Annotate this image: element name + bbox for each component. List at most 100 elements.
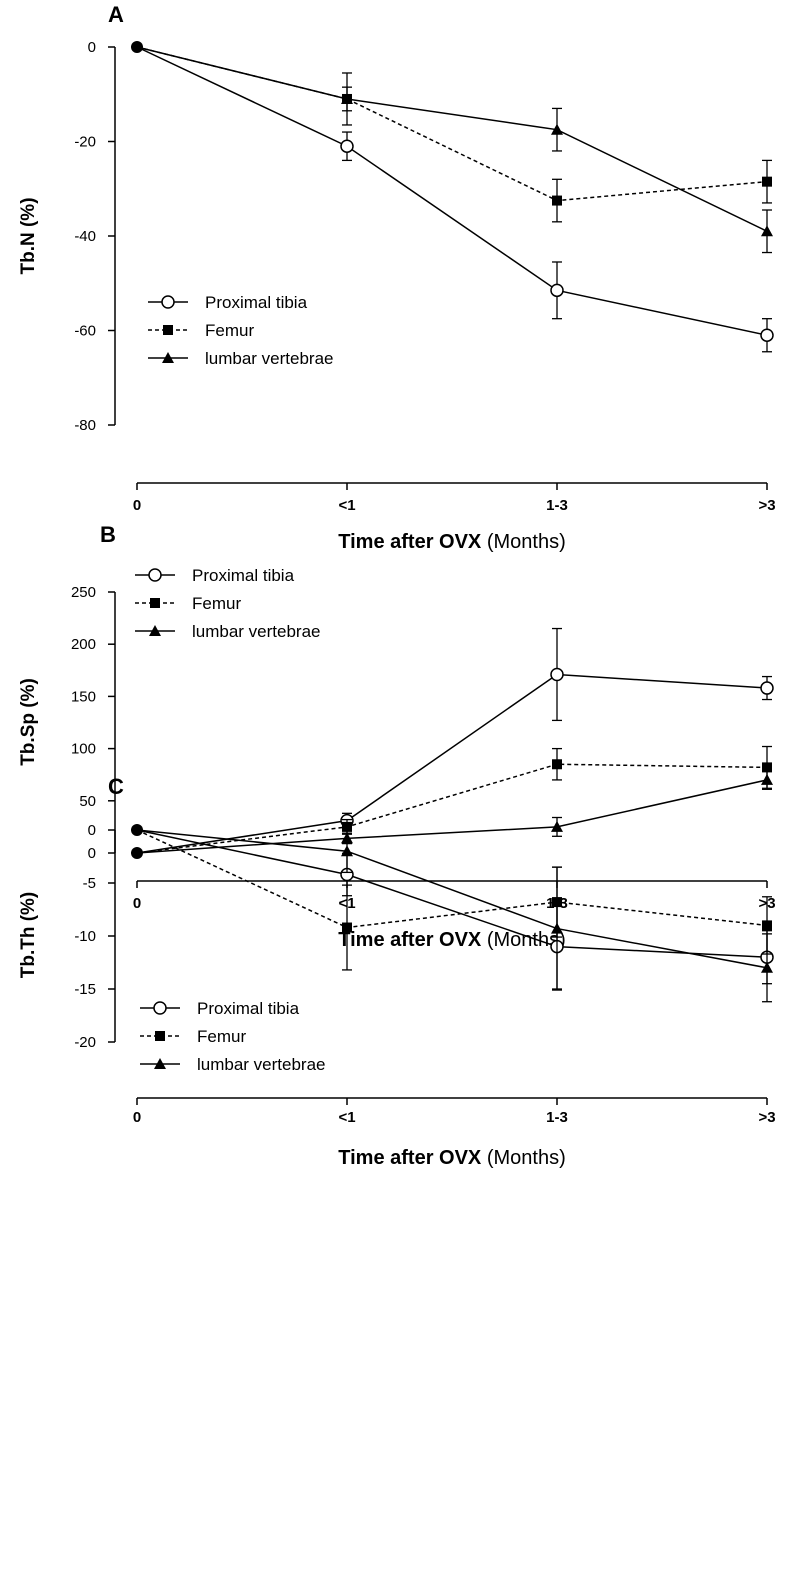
data-point <box>341 92 353 104</box>
legend-label: lumbar vertebrae <box>197 1055 326 1074</box>
y-tick-label: -10 <box>74 928 96 945</box>
legend: Proximal tibia Femur lumbar vertebrae <box>140 999 326 1074</box>
data-point <box>550 667 564 682</box>
y-axis-label: Tb.Th (%) <box>18 892 39 979</box>
series-line <box>136 829 768 969</box>
legend: Proximal tibia Femur lumbar vertebrae <box>135 566 321 641</box>
y-tick-label: 250 <box>71 584 96 601</box>
data-point <box>761 961 773 973</box>
legend-marker <box>161 295 175 309</box>
panel-label: A <box>108 2 124 27</box>
y-tick-label: -20 <box>74 134 96 151</box>
series-line <box>136 46 768 232</box>
x-axis-label-bold: Time after OVX <box>338 531 482 553</box>
y-tick-label: 200 <box>71 636 96 653</box>
data-point <box>762 920 772 931</box>
y-tick-label: 50 <box>79 793 96 810</box>
y-tick-label: 0 <box>88 845 96 862</box>
x-tick-label: >3 <box>758 1109 775 1126</box>
series-0 <box>136 46 774 353</box>
data-point <box>342 821 352 832</box>
legend-marker <box>162 352 174 363</box>
data-point <box>552 195 562 206</box>
data-point <box>341 845 353 857</box>
y-tick-label: -60 <box>74 323 96 340</box>
x-tick-label: 0 <box>133 497 141 514</box>
x-axis-label-unit: (Months) <box>481 1147 565 1169</box>
legend-label: Proximal tibia <box>205 293 308 312</box>
legend-marker <box>163 325 173 335</box>
series-line <box>136 829 768 929</box>
y-tick-label: -15 <box>74 981 96 998</box>
origin-point <box>131 41 143 53</box>
x-axis-label-bold: Time after OVX <box>338 929 482 951</box>
x-tick-label: >3 <box>758 497 775 514</box>
x-tick-label: 1-3 <box>546 1109 568 1126</box>
series-line <box>136 46 768 336</box>
panel-label: B <box>100 522 116 547</box>
data-point <box>551 123 563 135</box>
legend-label: Proximal tibia <box>197 999 300 1018</box>
legend-label: Proximal tibia <box>192 566 295 585</box>
data-point <box>551 820 563 832</box>
data-point <box>762 762 772 773</box>
y-tick-label: -80 <box>74 417 96 434</box>
panel-a: A 0 -20 -40 -60 -80 Tb.N (%) 0 <1 1-3 >3 Time after… <box>0 0 788 553</box>
y-tick-label: -5 <box>83 875 96 892</box>
y-axis-label: Tb.Sp (%) <box>18 678 39 766</box>
y-tick-label: -40 <box>74 228 96 245</box>
x-tick-label: 0 <box>133 1109 141 1126</box>
x-axis-label: Time after OVX (Months) <box>338 929 566 951</box>
legend-marker <box>148 568 162 582</box>
origin-point <box>131 847 143 859</box>
legend-label: Femur <box>192 594 241 613</box>
data-point <box>761 225 773 237</box>
series-2 <box>136 829 773 1003</box>
x-tick-label: <1 <box>338 497 355 514</box>
x-axis-label-unit: (Months) <box>481 929 565 951</box>
data-point <box>762 176 772 187</box>
legend-marker <box>149 625 161 636</box>
series-line <box>136 829 768 958</box>
chart-group: C 0 -5 -10 -15 -20 Tb.Th (%) 0 <1 1-3 >3 Time after… <box>18 774 776 1169</box>
chart-tbth: C 0 -5 -10 -15 -20 Tb.Th (%) 0 <1 1-3 >3 Time after… <box>18 774 776 1169</box>
series-line <box>136 779 768 854</box>
legend-label: lumbar vertebrae <box>192 622 321 641</box>
data-point <box>761 773 773 785</box>
legend-marker <box>154 1058 166 1069</box>
data-point <box>340 139 354 153</box>
series-1 <box>136 829 772 971</box>
series-1 <box>136 46 772 223</box>
origin-point <box>131 824 143 836</box>
y-tick-label: 150 <box>71 688 96 705</box>
series-line <box>136 673 768 854</box>
x-axis-label-bold: Time after OVX <box>338 1147 482 1169</box>
y-tick-label: 0 <box>88 39 96 56</box>
series-2 <box>136 46 773 254</box>
x-tick-label: 1-3 <box>546 497 568 514</box>
data-point <box>760 681 774 695</box>
data-point <box>551 922 563 934</box>
data-point <box>342 922 352 933</box>
legend-marker <box>155 1031 165 1041</box>
legend-marker <box>150 598 160 608</box>
legend-label: Femur <box>205 321 254 340</box>
legend-label: lumbar vertebrae <box>205 349 334 368</box>
series-0 <box>136 829 774 990</box>
panel-label: C <box>108 774 124 799</box>
y-axis-label: Tb.N (%) <box>18 197 39 274</box>
data-point <box>760 328 774 342</box>
data-point <box>552 759 562 770</box>
data-point <box>550 283 564 298</box>
x-axis-label: Time after OVX (Months) <box>338 1147 566 1169</box>
legend-label: Femur <box>197 1027 246 1046</box>
x-axis-label-unit: (Months) <box>481 531 565 553</box>
x-tick-label: <1 <box>338 1109 355 1126</box>
legend: Proximal tibia Femur lumbar vertebrae <box>148 293 334 368</box>
legend-marker <box>153 1001 167 1015</box>
y-tick-label: 100 <box>71 741 96 758</box>
x-tick-label: 0 <box>133 895 141 912</box>
x-axis-label: Time after OVX (Months) <box>338 531 566 553</box>
